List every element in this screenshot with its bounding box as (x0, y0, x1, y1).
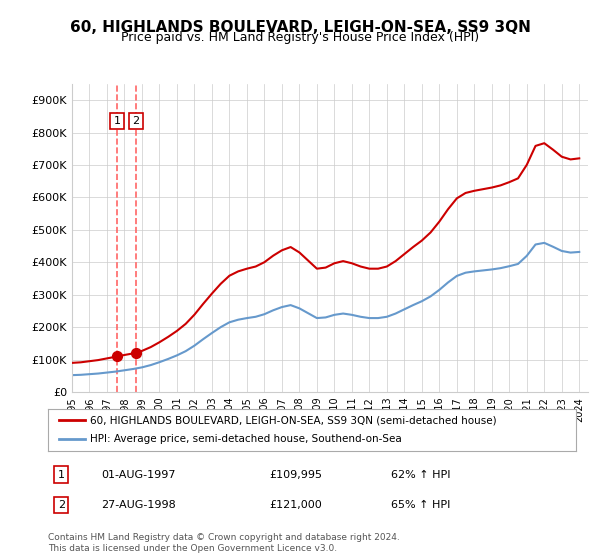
Text: 60, HIGHLANDS BOULEVARD, LEIGH-ON-SEA, SS9 3QN: 60, HIGHLANDS BOULEVARD, LEIGH-ON-SEA, S… (70, 20, 530, 35)
Text: 1: 1 (58, 470, 65, 480)
Text: 60, HIGHLANDS BOULEVARD, LEIGH-ON-SEA, SS9 3QN (semi-detached house): 60, HIGHLANDS BOULEVARD, LEIGH-ON-SEA, S… (90, 415, 497, 425)
Point (131, 348, 140, 357)
Text: 01-AUG-1997: 01-AUG-1997 (101, 470, 175, 480)
Text: 2: 2 (133, 116, 139, 126)
Text: £121,000: £121,000 (270, 500, 323, 510)
Text: 62% ↑ HPI: 62% ↑ HPI (391, 470, 451, 480)
Text: 65% ↑ HPI: 65% ↑ HPI (391, 500, 451, 510)
Text: £109,995: £109,995 (270, 470, 323, 480)
Text: 27-AUG-1998: 27-AUG-1998 (101, 500, 176, 510)
Text: Contains HM Land Registry data © Crown copyright and database right 2024.
This d: Contains HM Land Registry data © Crown c… (48, 533, 400, 553)
Text: 1: 1 (113, 116, 121, 126)
Text: 2: 2 (58, 500, 65, 510)
Text: Price paid vs. HM Land Registry's House Price Index (HPI): Price paid vs. HM Land Registry's House … (121, 31, 479, 44)
Text: HPI: Average price, semi-detached house, Southend-on-Sea: HPI: Average price, semi-detached house,… (90, 435, 402, 445)
Point (112, 352, 122, 361)
